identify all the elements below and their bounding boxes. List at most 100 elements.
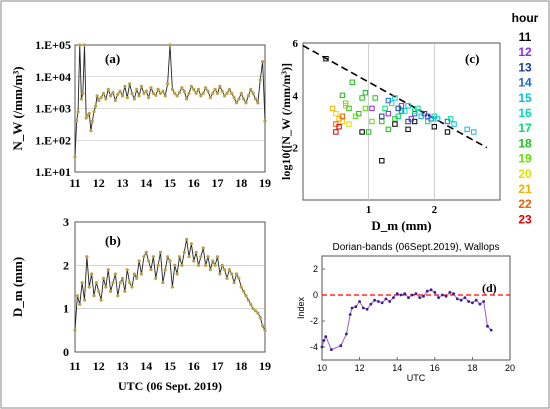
data-point-b [246,298,250,302]
y-tick-label-b: 3 [63,215,69,229]
scatter-point-hour-12 [385,110,392,117]
y-tick-label-b: 1 [63,302,69,316]
x-tick-label-c: 2 [432,204,438,216]
data-point-d [380,301,384,305]
x-tick-label-a: 15 [164,176,176,190]
data-point-d [425,289,429,293]
data-point-a [90,119,94,123]
data-point-b [154,276,158,280]
data-point-d [482,300,486,303]
data-point-b [180,263,184,267]
data-point-b [158,250,163,254]
data-point-a [223,94,227,98]
data-point-a [147,96,151,100]
legend-entry-hour-15: 15 [518,91,532,105]
data-point-b [94,281,98,285]
data-point-d [455,297,459,301]
data-point-d [452,292,455,296]
scatter-point-hour-16 [431,113,438,119]
data-point-a [149,86,153,90]
data-point-b [258,315,262,319]
y-tick-label-b: 0 [63,345,69,359]
scatter-point-hour-20 [333,110,339,117]
data-point-a [75,119,79,123]
data-point-b [256,311,260,315]
data-point-b [73,328,77,332]
scatter-point-hour-15 [464,126,470,133]
scatter-point-hour-11 [359,129,365,135]
data-point-a [166,82,170,86]
scatter-point-hour-17 [411,108,418,114]
data-point-b [194,250,198,254]
legend-title-c: hour [512,11,539,25]
data-point-b [111,281,115,285]
scatter-point-hour-15 [405,103,411,109]
data-point-a [128,82,132,86]
data-point-b [185,237,189,241]
x-tick-label-b: 19 [259,359,271,373]
y-axis-label-a: N_W (/mm/m³) [10,66,25,150]
scatter-point-hour-16 [402,108,408,114]
x-tick-label-b: 15 [164,359,176,373]
data-point-a [84,116,88,120]
data-point-a [249,87,253,91]
x-tick-label-d: 12 [355,363,365,373]
data-point-b [204,263,208,267]
y-axis-label-b: D_m (mm) [10,257,25,317]
data-point-b [218,272,222,276]
data-point-d [320,345,324,349]
data-point-b [251,307,255,311]
legend-entry-hour-20: 20 [518,167,532,181]
data-point-a [208,96,212,100]
data-point-a [199,94,203,98]
data-point-a [239,91,243,95]
data-point-b [123,289,127,293]
data-point-a [218,84,222,88]
data-point-b [156,263,160,267]
x-tick-label-b: 12 [93,359,105,373]
scatter-point-hour-14 [398,108,405,114]
data-point-a [101,91,106,95]
data-point-a [180,86,184,90]
data-point-b [87,285,91,289]
data-point-b [223,268,227,272]
data-point-a [242,97,246,101]
chart-title-d: Dorian-bands (06Sept.2019), Wallops [333,242,500,253]
data-point-d [440,293,444,297]
data-point-b [142,255,146,259]
y-axis-label-d: Index [296,296,306,319]
data-point-d [377,300,380,303]
y-tick-label-a: 1.E+02 [35,133,71,147]
data-point-d [373,298,377,302]
data-point-b [249,302,253,306]
data-point-b [75,294,79,298]
data-point-b [101,276,106,280]
scatter-point-hour-23 [336,124,342,130]
data-point-b [234,272,239,276]
legend-entry-hour-18: 18 [518,136,532,150]
data-point-a [132,97,136,101]
data-point-a [177,90,182,95]
panel-a: 1.E+01 1.E+02 1.E+03 1.E+04 1.E+05 11 12 13 14 15… [10,38,271,190]
data-point-b [128,281,132,285]
data-point-b [85,255,89,259]
data-point-d [339,344,343,348]
data-point-a [244,101,248,105]
plot-area-d [321,255,511,361]
scatter-point-hour-22 [339,113,346,119]
data-point-b [187,255,191,259]
y-tick-label-a: 1.E+03 [35,102,71,116]
data-point-a [111,90,115,95]
scatter-point-hour-11 [379,158,385,164]
data-point-b [237,276,241,280]
data-point-d [433,291,437,294]
legend-entry-hour-23: 23 [518,212,532,226]
data-point-a [87,111,91,116]
data-point-a [256,101,260,105]
data-point-d [467,300,471,303]
x-tick-label-a: 14 [140,176,152,190]
data-point-b [225,276,229,280]
data-point-d [486,324,489,328]
